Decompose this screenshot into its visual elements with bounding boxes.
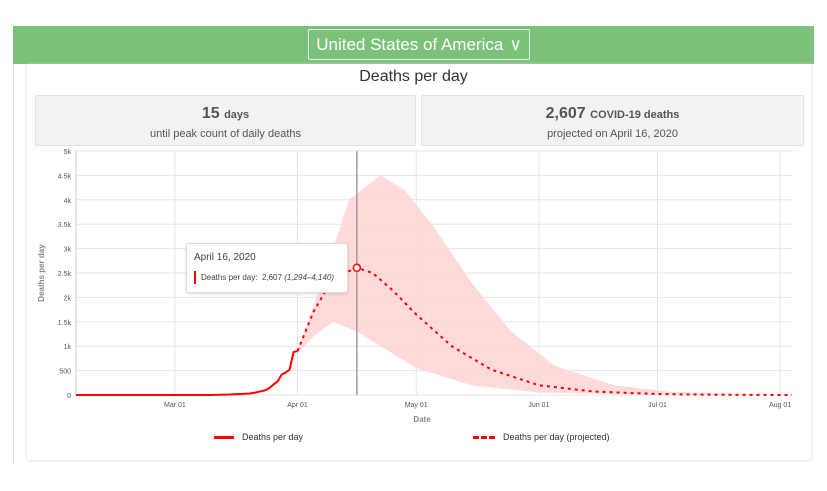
confidence-band (297, 175, 792, 395)
actual-line (76, 350, 298, 396)
y-tick-label: 0 (67, 393, 71, 400)
tooltip-label: Deaths per day: (201, 273, 258, 282)
y-tick-label: 4.5k (58, 173, 72, 180)
legend-item-actual[interactable]: Deaths per day (214, 432, 303, 442)
y-tick-label: 1.5k (58, 320, 72, 327)
y-tick-label: 1k (64, 344, 72, 351)
y-tick-label: 3k (64, 247, 72, 254)
x-tick-label: Aug 01 (769, 402, 791, 409)
stat-value: 15 (201, 105, 220, 122)
chevron-down-icon: ∨ (509, 34, 522, 54)
tooltip-date: April 16, 2020 (194, 252, 256, 263)
stat-unit: days (224, 109, 250, 121)
x-axis-title: Date (413, 415, 431, 424)
stat-unit: COVID-19 deaths (590, 109, 680, 121)
tooltip-swatch (194, 271, 196, 284)
y-tick-label: 5k (64, 149, 72, 156)
tooltip: April 16, 2020 Deaths per day: 2,607 (1,… (186, 243, 348, 293)
country-label: United States of America (316, 34, 504, 54)
stat-sub: until peak count of daily deaths (149, 128, 302, 140)
legend-dashed-swatch (473, 435, 495, 439)
tooltip-row: Deaths per day: 2,607 (1,294–4,140) (201, 273, 334, 282)
stat-sub: projected on April 16, 2020 (547, 128, 678, 140)
y-tick-label: 2k (64, 295, 72, 302)
tooltip-range: (1,294–4,140) (284, 273, 335, 282)
y-tick-label: 4k (64, 198, 72, 205)
x-tick-label: Jun 01 (528, 402, 549, 409)
y-tick-label: 3.5k (58, 222, 72, 229)
x-tick-label: Mar 01 (164, 402, 186, 409)
y-axis-title: Deaths per day (37, 244, 46, 302)
header-bar (13, 26, 814, 64)
legend-solid-swatch (214, 435, 234, 439)
divider (13, 64, 14, 464)
highlight-point (352, 263, 362, 273)
x-tick-label: May 01 (405, 402, 428, 409)
x-tick-label: Apr 01 (287, 402, 308, 409)
y-tick-label: 500 (59, 369, 71, 376)
legend-label: Deaths per day (242, 432, 304, 442)
legend-label: Deaths per day (projected) (503, 432, 610, 442)
country-select[interactable]: United States of America ∨ (308, 29, 530, 60)
peak-days-stat: 15 days until peak count of daily deaths (35, 95, 416, 146)
x-tick-label: Jul 01 (648, 402, 667, 409)
y-tick-label: 2.5k (58, 271, 72, 278)
tooltip-value: 2,607 (261, 273, 282, 282)
stat-value: 2,607 (545, 105, 586, 122)
chart-title: Deaths per day (359, 68, 468, 85)
legend-item-projected[interactable]: Deaths per day (projected) (473, 432, 610, 442)
peak-deaths-stat: 2,607 COVID-19 deaths projected on April… (421, 95, 804, 146)
